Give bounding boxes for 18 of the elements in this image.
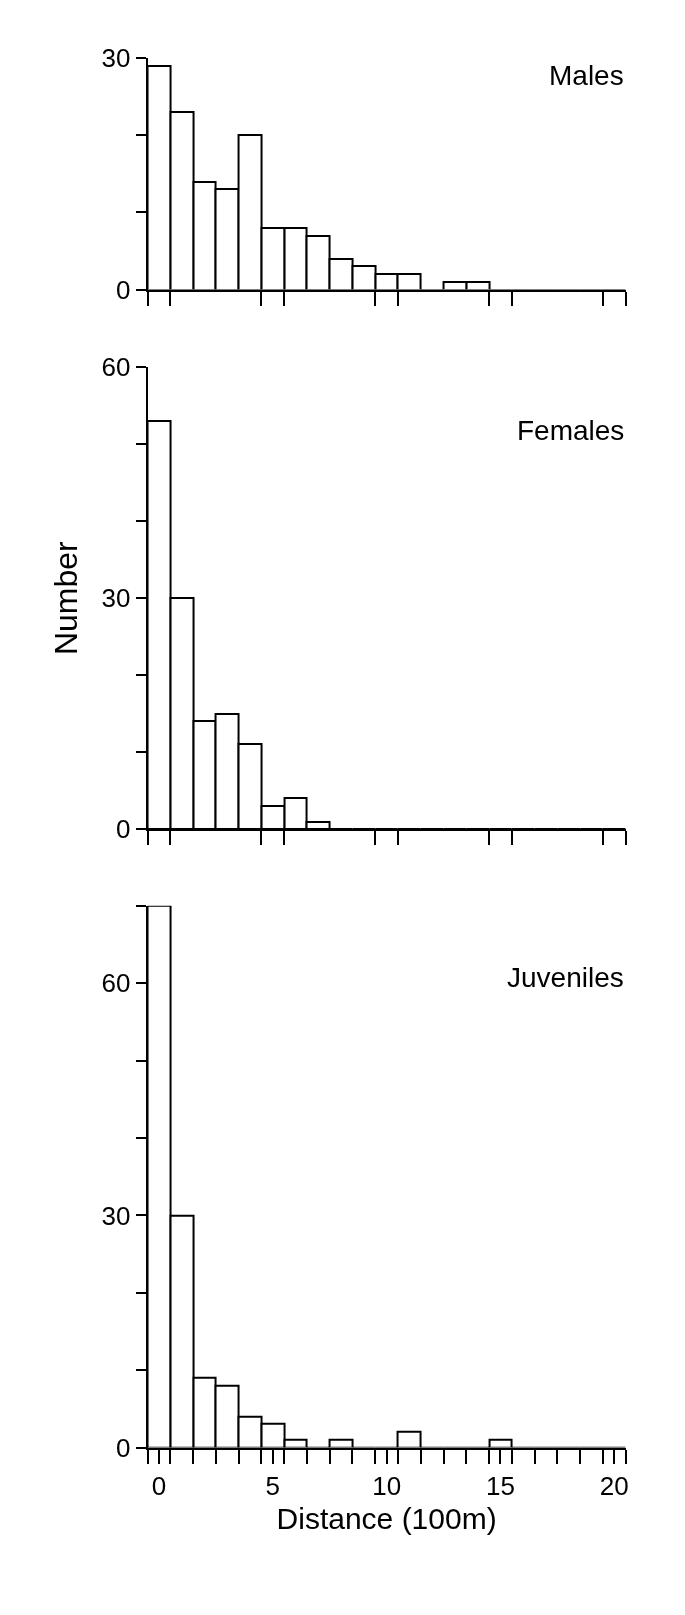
y-tick-label: 0 <box>115 1432 131 1463</box>
x-axis-title: Distance (100m) <box>276 1501 497 1535</box>
y-tick-label: 0 <box>115 274 131 305</box>
x-tick-label: 15 <box>486 1470 515 1501</box>
x-tick-label: 20 <box>599 1470 629 1501</box>
x-tick-label: 0 <box>151 1470 167 1501</box>
y-axis-title: Number <box>48 540 85 656</box>
y-tick-label: 60 <box>101 968 131 999</box>
y-tick-label: 30 <box>101 583 131 614</box>
text: Females <box>517 415 625 446</box>
y-tick-label: 0 <box>115 814 131 845</box>
y-tick-label: 30 <box>101 43 131 74</box>
chart-title: Males <box>549 60 624 91</box>
text: Juveniles <box>507 962 624 993</box>
y-tick-label: 30 <box>101 1200 131 1231</box>
x-tick-label: 10 <box>372 1470 402 1501</box>
x-tick-label: 5 <box>265 1470 281 1501</box>
y-tick-label: 60 <box>101 352 131 383</box>
